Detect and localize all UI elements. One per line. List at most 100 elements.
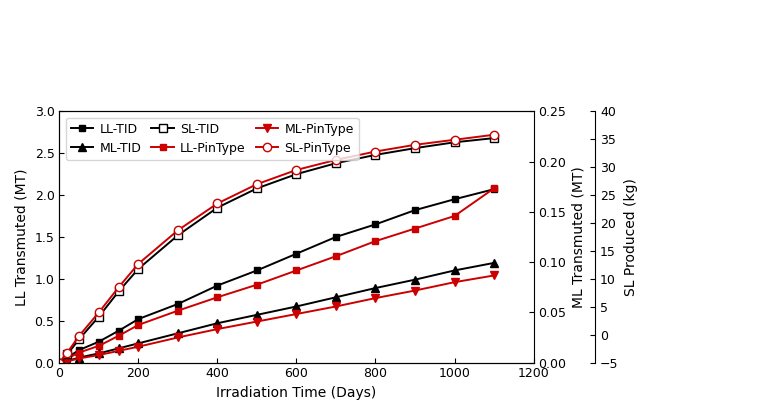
LL-PinType xyxy=(253,282,262,287)
ML-PinType xyxy=(63,359,72,364)
SL-PinType xyxy=(253,182,262,187)
ML-PinType xyxy=(411,288,420,293)
ML-TID xyxy=(74,355,83,360)
X-axis label: Irradiation Time (Days): Irradiation Time (Days) xyxy=(216,386,376,400)
SL-PinType xyxy=(371,149,380,154)
SL-PinType xyxy=(213,201,222,206)
ML-PinType xyxy=(490,273,499,278)
SL-PinType xyxy=(490,132,499,137)
ML-TID xyxy=(292,304,301,309)
SL-TID xyxy=(292,172,301,177)
Line: ML-TID: ML-TID xyxy=(55,259,498,367)
Line: LL-TID: LL-TID xyxy=(56,186,497,366)
SL-PinType xyxy=(292,167,301,172)
LL-TID xyxy=(292,251,301,256)
ML-PinType xyxy=(134,344,143,349)
SL-TID xyxy=(63,352,72,357)
LL-TID xyxy=(213,283,222,288)
LL-TID xyxy=(134,317,143,322)
ML-PinType xyxy=(213,327,222,332)
LL-PinType xyxy=(450,213,459,218)
ML-TID xyxy=(114,346,123,351)
SL-PinType xyxy=(411,142,420,147)
SL-TID xyxy=(114,289,123,294)
SL-TID xyxy=(55,360,64,365)
ML-TID xyxy=(134,341,143,346)
LL-TID xyxy=(114,328,123,333)
LL-PinType xyxy=(292,268,301,273)
Legend: LL-TID, ML-TID, SL-TID, LL-PinType, ML-PinType, SL-PinType: LL-TID, ML-TID, SL-TID, LL-PinType, ML-P… xyxy=(66,117,359,160)
LL-PinType xyxy=(332,254,341,259)
LL-PinType xyxy=(411,226,420,231)
SL-TID xyxy=(332,161,341,166)
ML-PinType xyxy=(74,356,83,361)
SL-PinType xyxy=(55,360,64,365)
SL-PinType xyxy=(63,350,72,355)
LL-TID xyxy=(74,347,83,352)
SL-PinType xyxy=(134,261,143,266)
ML-TID xyxy=(450,268,459,273)
LL-TID xyxy=(173,301,182,306)
ML-PinType xyxy=(450,280,459,285)
LL-TID xyxy=(332,234,341,239)
SL-PinType xyxy=(332,157,341,162)
SL-TID xyxy=(74,337,83,342)
SL-TID xyxy=(450,140,459,145)
SL-TID xyxy=(490,136,499,141)
LL-TID xyxy=(253,268,262,273)
LL-TID xyxy=(371,222,380,227)
ML-PinType xyxy=(114,348,123,353)
LL-PinType xyxy=(94,343,103,348)
ML-TID xyxy=(490,261,499,266)
ML-PinType xyxy=(253,319,262,324)
ML-TID xyxy=(173,331,182,336)
SL-PinType xyxy=(114,285,123,290)
ML-TID xyxy=(55,360,64,365)
SL-TID xyxy=(94,314,103,319)
ML-PinType xyxy=(55,360,64,365)
Line: SL-TID: SL-TID xyxy=(55,134,498,367)
SL-PinType xyxy=(94,310,103,315)
Line: ML-PinType: ML-PinType xyxy=(55,271,498,367)
LL-PinType xyxy=(213,295,222,300)
SL-TID xyxy=(173,233,182,238)
LL-PinType xyxy=(134,322,143,327)
LL-PinType xyxy=(114,333,123,338)
SL-PinType xyxy=(173,228,182,233)
SL-PinType xyxy=(450,137,459,142)
LL-TID xyxy=(55,360,64,365)
ML-TID xyxy=(371,286,380,290)
LL-TID xyxy=(490,187,499,192)
ML-PinType xyxy=(292,312,301,317)
LL-PinType xyxy=(74,350,83,355)
Y-axis label: ML Transmuted (MT): ML Transmuted (MT) xyxy=(572,166,586,308)
ML-PinType xyxy=(332,304,341,309)
Line: SL-PinType: SL-PinType xyxy=(55,131,498,367)
SL-TID xyxy=(134,266,143,271)
LL-TID xyxy=(450,197,459,202)
LL-PinType xyxy=(173,308,182,313)
LL-PinType xyxy=(55,360,64,365)
LL-PinType xyxy=(63,356,72,361)
Line: LL-PinType: LL-PinType xyxy=(56,185,497,366)
ML-PinType xyxy=(371,295,380,300)
LL-TID xyxy=(94,339,103,344)
ML-TID xyxy=(253,312,262,317)
ML-PinType xyxy=(173,335,182,340)
LL-TID xyxy=(411,208,420,212)
SL-TID xyxy=(411,146,420,151)
SL-TID xyxy=(371,152,380,157)
ML-TID xyxy=(63,359,72,364)
Y-axis label: LL Transmuted (MT): LL Transmuted (MT) xyxy=(15,168,29,306)
ML-TID xyxy=(332,295,341,300)
ML-TID xyxy=(213,321,222,326)
ML-TID xyxy=(94,351,103,356)
Y-axis label: SL Produced (kg): SL Produced (kg) xyxy=(624,178,638,296)
LL-TID xyxy=(63,355,72,360)
LL-PinType xyxy=(371,239,380,244)
SL-TID xyxy=(253,186,262,191)
SL-TID xyxy=(213,205,222,210)
SL-PinType xyxy=(74,333,83,338)
LL-PinType xyxy=(490,186,499,191)
ML-TID xyxy=(411,277,420,282)
